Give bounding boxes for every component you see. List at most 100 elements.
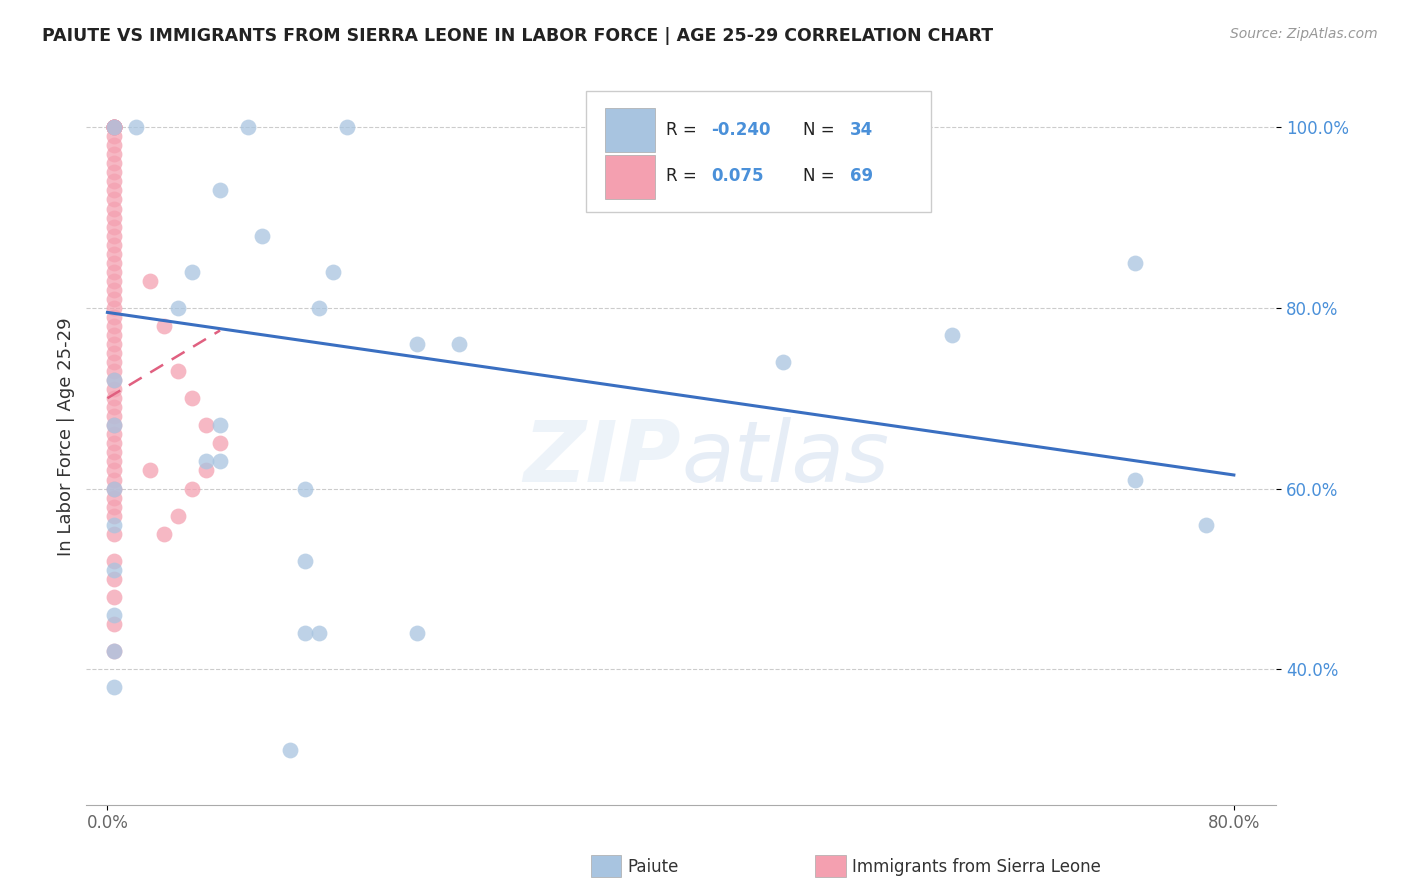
Point [103,120,125,135]
Point [103,508,125,523]
Point [103,138,125,153]
Point [103,373,125,387]
Point [308,626,330,640]
Point [103,445,125,459]
Point [138,274,160,288]
Point [238,120,260,135]
Point [103,355,125,369]
Point [103,364,125,378]
Point [103,590,125,604]
Point [103,156,125,170]
Point [280,743,302,757]
Point [180,482,202,496]
FancyBboxPatch shape [586,91,931,212]
Text: PAIUTE VS IMMIGRANTS FROM SIERRA LEONE IN LABOR FORCE | AGE 25-29 CORRELATION CH: PAIUTE VS IMMIGRANTS FROM SIERRA LEONE I… [42,27,993,45]
Point [103,120,125,135]
Point [103,346,125,360]
Point [103,563,125,577]
Point [103,165,125,179]
Text: -0.240: -0.240 [711,120,770,138]
FancyBboxPatch shape [605,108,655,153]
Point [103,310,125,324]
Point [103,246,125,260]
Point [103,318,125,333]
Point [103,454,125,468]
Text: ZIP: ZIP [523,417,681,500]
Point [103,373,125,387]
Point [103,120,125,135]
Text: 69: 69 [851,167,873,185]
Point [103,184,125,198]
Point [103,418,125,433]
Point [103,401,125,415]
Point [103,120,125,135]
Text: R =: R = [665,120,702,138]
Point [103,129,125,144]
Point [103,256,125,270]
Point [166,364,188,378]
Point [103,644,125,658]
Point [103,680,125,694]
Point [449,337,471,351]
Point [103,120,125,135]
Point [103,526,125,541]
Point [103,283,125,297]
Point [406,626,429,640]
FancyBboxPatch shape [605,154,655,199]
Point [103,382,125,396]
Point [336,120,359,135]
Point [103,337,125,351]
Point [209,454,232,468]
Point [138,463,160,477]
Point [194,463,217,477]
Point [180,265,202,279]
Text: N =: N = [803,167,839,185]
Point [103,554,125,568]
Point [103,301,125,315]
Point [103,219,125,234]
Point [103,237,125,252]
Point [124,120,146,135]
Point [103,482,125,496]
Text: Immigrants from Sierra Leone: Immigrants from Sierra Leone [852,858,1101,876]
Point [103,500,125,514]
Point [103,174,125,188]
Point [103,427,125,442]
Point [294,554,316,568]
Point [103,391,125,405]
Point [252,228,274,243]
Point [103,120,125,135]
Point [166,508,188,523]
Point [103,120,125,135]
Point [209,418,232,433]
Point [103,436,125,450]
Point [1123,473,1146,487]
Point [294,482,316,496]
Point [308,301,330,315]
Point [103,211,125,225]
Point [103,617,125,632]
Point [103,607,125,622]
Point [1195,517,1218,532]
Point [103,292,125,306]
Point [103,572,125,586]
Point [103,265,125,279]
Point [152,526,174,541]
Point [772,355,794,369]
Point [166,301,188,315]
Point [103,193,125,207]
Text: 34: 34 [851,120,873,138]
Point [103,147,125,161]
Point [209,184,232,198]
Text: atlas: atlas [681,417,889,500]
Point [103,274,125,288]
Text: Source: ZipAtlas.com: Source: ZipAtlas.com [1230,27,1378,41]
Point [103,120,125,135]
Point [103,482,125,496]
Point [322,265,344,279]
Point [103,328,125,343]
Point [103,418,125,433]
Text: R =: R = [665,167,707,185]
Text: Paiute: Paiute [627,858,679,876]
Point [103,120,125,135]
